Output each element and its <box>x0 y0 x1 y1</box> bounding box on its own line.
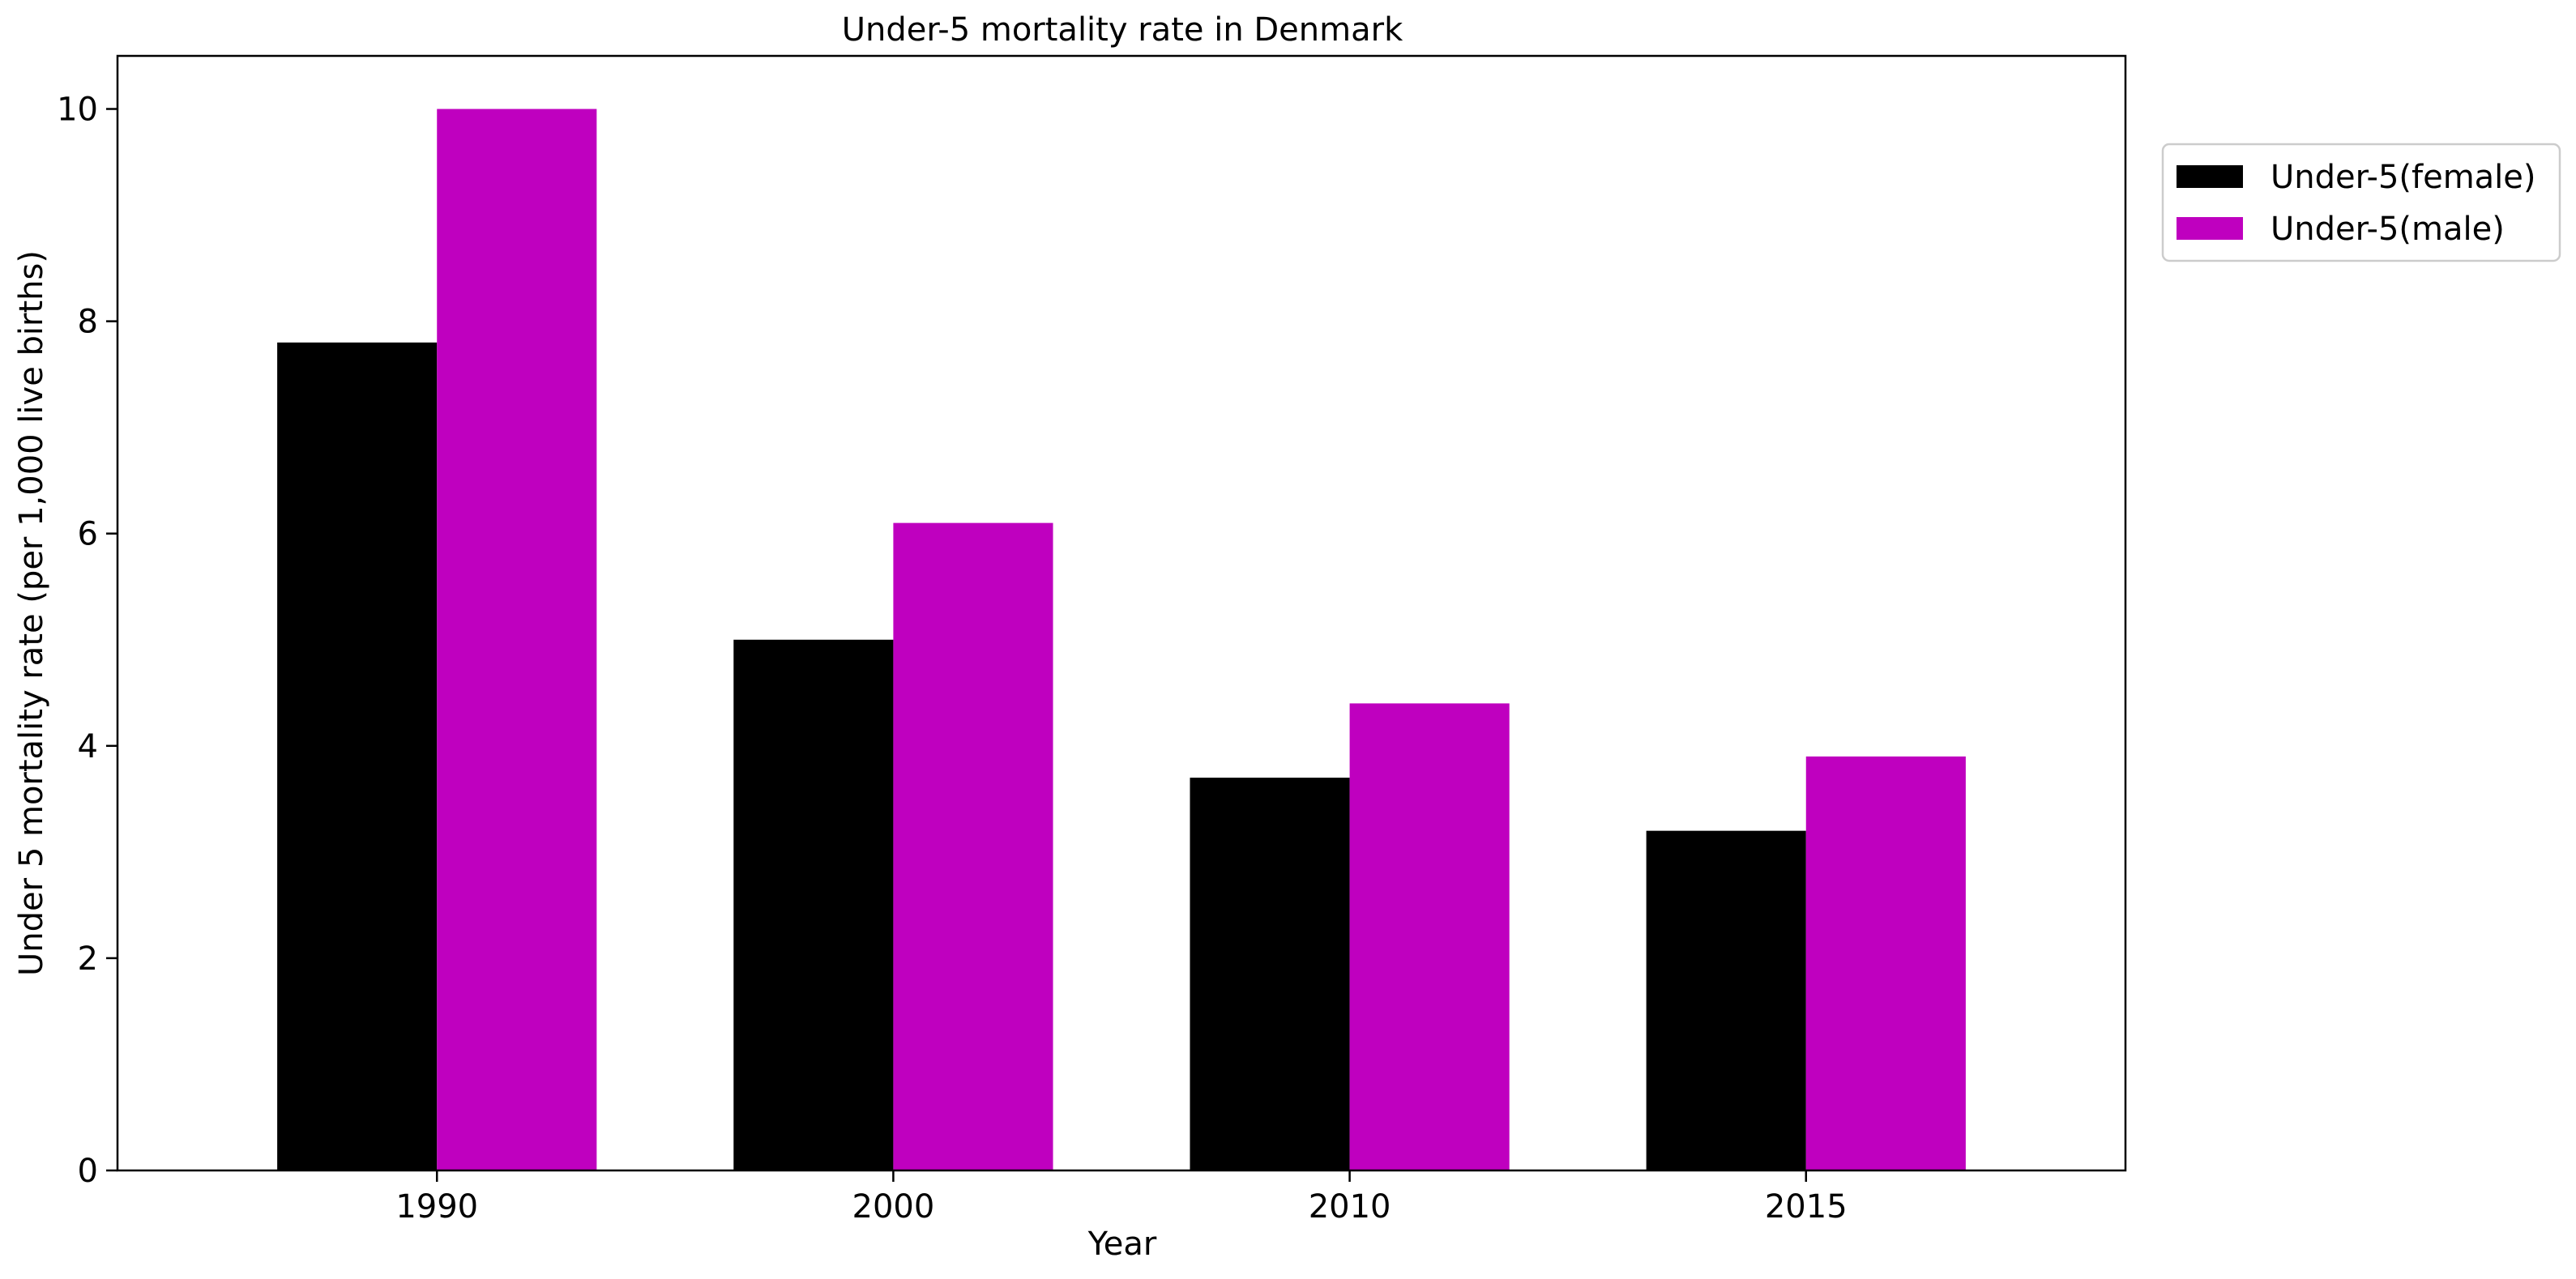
x-axis-ticks: 1990 2000 2010 2015 <box>395 1170 1848 1226</box>
y-tick-label: 6 <box>78 516 98 553</box>
legend: Under-5(female) Under-5(male) <box>2161 143 2561 262</box>
bar-female-2010 <box>1190 778 1350 1170</box>
y-axis-ticks: 0 2 4 6 8 10 <box>57 92 117 1190</box>
legend-swatch-female <box>2177 165 2243 188</box>
y-tick-label: 2 <box>78 940 98 978</box>
y-axis-label: Under 5 mortality rate (per 1,000 live b… <box>13 250 50 976</box>
y-tick-label: 0 <box>78 1153 98 1190</box>
bar-male-1990 <box>437 109 597 1170</box>
bar-female-1990 <box>277 342 438 1171</box>
legend-swatch-male <box>2177 217 2243 240</box>
legend-box <box>2161 143 2561 262</box>
bar-female-2015 <box>1646 830 1806 1170</box>
y-tick-label: 8 <box>78 304 98 341</box>
legend-label-female: Under-5(female) <box>2271 159 2536 196</box>
y-tick-label: 4 <box>78 728 98 765</box>
x-tick-label: 2010 <box>1309 1188 1391 1226</box>
bar-male-2010 <box>1349 703 1510 1170</box>
legend-items: Under-5(female) Under-5(male) <box>2177 159 2536 248</box>
x-tick-label: 2000 <box>852 1188 935 1226</box>
x-axis-label: Year <box>1087 1226 1157 1263</box>
x-tick-label: 2015 <box>1765 1188 1848 1226</box>
bar-female-2000 <box>733 639 894 1170</box>
bar-male-2015 <box>1805 756 1966 1170</box>
bars-group <box>277 109 1966 1171</box>
bar-male-2000 <box>893 522 1053 1170</box>
x-tick-label: 1990 <box>395 1188 478 1226</box>
plot-frame <box>116 54 2127 1172</box>
chart-title: Under-5 mortality rate in Denmark <box>842 11 1403 49</box>
y-tick-label: 10 <box>57 92 98 129</box>
legend-label-male: Under-5(male) <box>2271 211 2505 248</box>
